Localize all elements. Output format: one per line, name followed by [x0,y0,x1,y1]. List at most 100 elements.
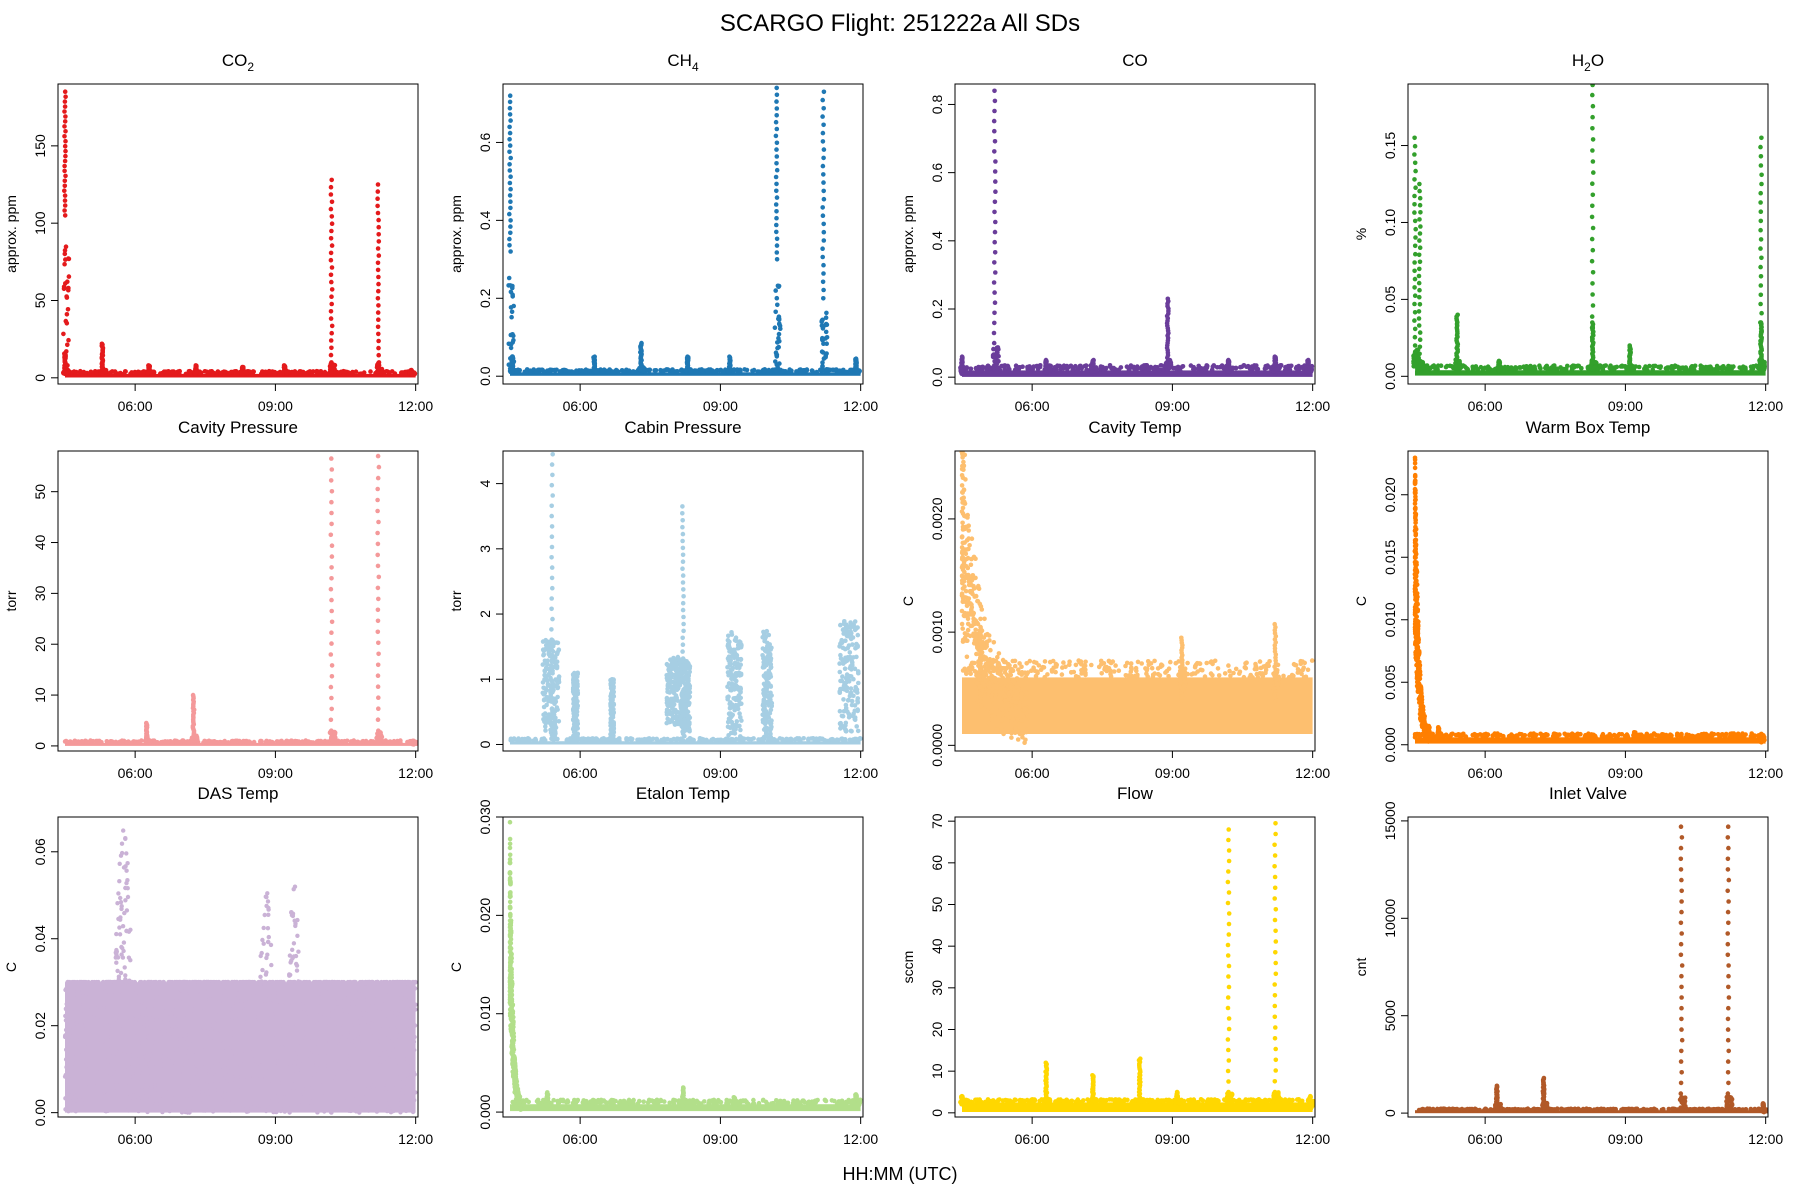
data-point [328,309,334,314]
data-point [760,738,765,744]
data-point [1449,364,1455,369]
data-point [674,687,680,692]
data-point [725,670,731,675]
data-point [1589,236,1595,242]
data-point [682,681,688,687]
data-point [159,371,164,377]
data-point [398,738,403,743]
data-point [820,163,826,169]
data-point [328,717,334,723]
data-point [508,218,513,223]
data-point [776,284,781,290]
data-point [1758,209,1764,214]
data-point [687,736,693,741]
data-point [1413,185,1418,190]
data-point [1570,364,1576,370]
data-point [981,365,986,370]
data-point [826,738,831,744]
data-point [508,174,513,179]
data-points [508,452,863,745]
data-point [995,366,1000,371]
y-axis-label: % [1353,228,1369,240]
data-point [1592,365,1597,370]
data-point [329,521,334,527]
data-point [222,738,227,744]
data-point [1417,266,1422,272]
data-point [64,321,70,326]
data-point [329,177,335,183]
data-point [329,214,335,219]
data-point [518,738,524,744]
data-point [992,260,997,265]
data-point [1513,365,1518,370]
data-point [563,368,569,374]
data-point [774,140,780,146]
x-tick-label: 09:00 [1155,398,1190,414]
data-point [777,736,783,741]
data-point [820,205,825,210]
y-tick-label: 150 [32,134,48,158]
data-point [65,342,70,348]
data-point [594,738,600,743]
y-tick-label: 0.0 [929,367,945,387]
data-point [1758,227,1763,233]
data-point [738,734,743,739]
data-point [524,369,529,374]
data-point [760,635,765,640]
data-point [773,350,779,356]
y-axis-label: approx. ppm [3,195,19,273]
data-point [1417,302,1423,307]
data-point [507,180,513,186]
data-point [552,368,558,373]
data-point [332,730,337,736]
y-tick-label: 50 [32,484,48,500]
data-point [820,130,826,136]
data-point [787,367,792,372]
data-point [1412,285,1417,290]
y-tick-label: 0.8 [929,95,945,115]
data-point [573,721,578,727]
data-point [540,662,546,667]
data-point [812,737,818,743]
data-point [63,148,68,154]
data-point [558,369,563,375]
x-tick-label: 12:00 [398,765,433,781]
data-point [1098,364,1104,369]
data-point [774,99,779,104]
data-point [546,644,552,649]
data-point [1758,163,1764,168]
data-point [63,138,68,144]
data-point [1417,259,1423,265]
data-point [992,88,997,94]
data-point [375,324,381,330]
data-point [375,210,381,216]
data-point [655,738,660,744]
data-point [544,702,549,708]
data-point [735,646,741,651]
data-point [572,726,577,731]
data-point [170,369,175,375]
data-point [774,147,779,152]
data-point [732,731,738,736]
data-point [541,717,546,722]
data-point [555,650,560,655]
data-point [774,215,779,221]
data-point [328,338,334,343]
data-point [615,737,621,743]
data-point [202,738,207,744]
data-point [63,352,68,357]
data-point [1275,367,1280,372]
data-point [507,130,513,136]
data-point [1416,309,1422,314]
data-point [63,153,68,159]
data-point [1758,292,1764,298]
data-point [734,665,740,670]
data-point [1412,260,1417,265]
data-point [328,478,334,483]
data-point [738,656,744,662]
data-points [61,89,418,378]
data-point [1590,270,1596,275]
data-point [263,369,268,375]
data-point [1037,364,1043,370]
